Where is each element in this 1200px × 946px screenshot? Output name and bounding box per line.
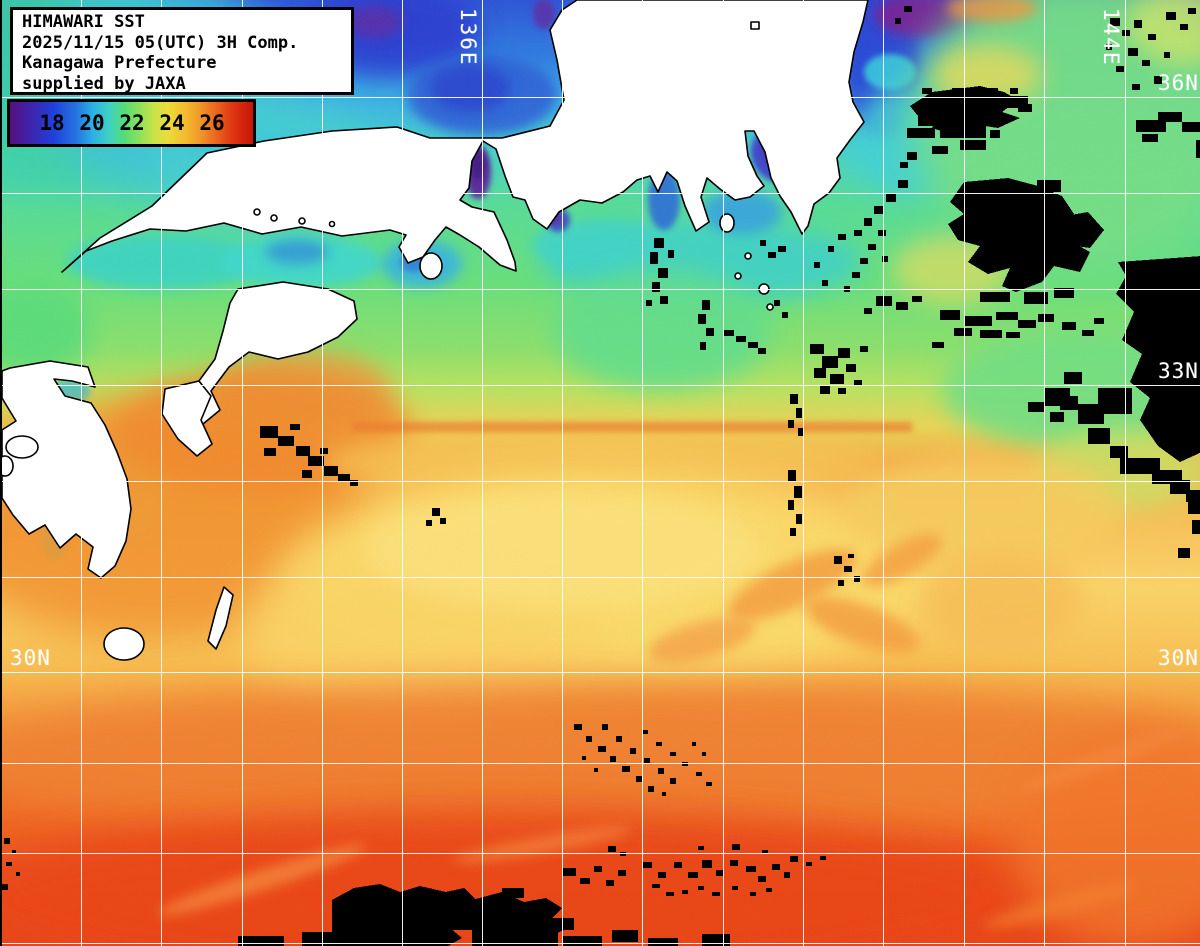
land-kyushu: [2, 360, 132, 579]
island-amakusa-2: [2, 455, 14, 477]
island-izu-chain: [734, 272, 742, 280]
info-box: HIMAWARI SST 2025/11/15 05(UTC) 3H Comp.…: [10, 7, 354, 95]
island-izu-chain: [744, 252, 752, 260]
map-title: HIMAWARI SST: [22, 12, 145, 32]
map-attribution: supplied by JAXA: [22, 73, 186, 94]
colorbar-tick: 26: [199, 111, 225, 135]
land-layer: [2, 0, 869, 661]
island-izu-chain: [766, 303, 774, 311]
colorbar-legend: 18 20 22 24 26: [7, 99, 256, 147]
land-shikoku-west: [161, 380, 213, 457]
map-timestamp: 2025/11/15 05(UTC) 3H Comp.: [22, 32, 299, 53]
colorbar-tick: 20: [79, 111, 105, 135]
island-yakushima: [103, 627, 145, 661]
island-small: [750, 21, 760, 30]
colorbar-tick: 18: [39, 111, 65, 135]
island-amakusa: [5, 435, 39, 459]
colorbar-tick: 22: [119, 111, 145, 135]
island-tanegashima: [207, 586, 234, 650]
island-izu-oshima: [719, 213, 735, 233]
island-inland-sea: [328, 220, 336, 228]
land-shikoku: [185, 281, 358, 425]
island-inland-sea: [253, 208, 261, 216]
island-awaji: [419, 252, 443, 280]
cloud-mask-layer: [2, 6, 1200, 946]
island-miyake: [758, 283, 770, 295]
map-region: Kanagawa Prefecture: [22, 53, 217, 73]
land-honshu: [61, 0, 869, 273]
island-inland-sea: [298, 217, 306, 225]
island-inland-sea: [270, 214, 278, 222]
colorbar-tick: 24: [159, 111, 185, 135]
